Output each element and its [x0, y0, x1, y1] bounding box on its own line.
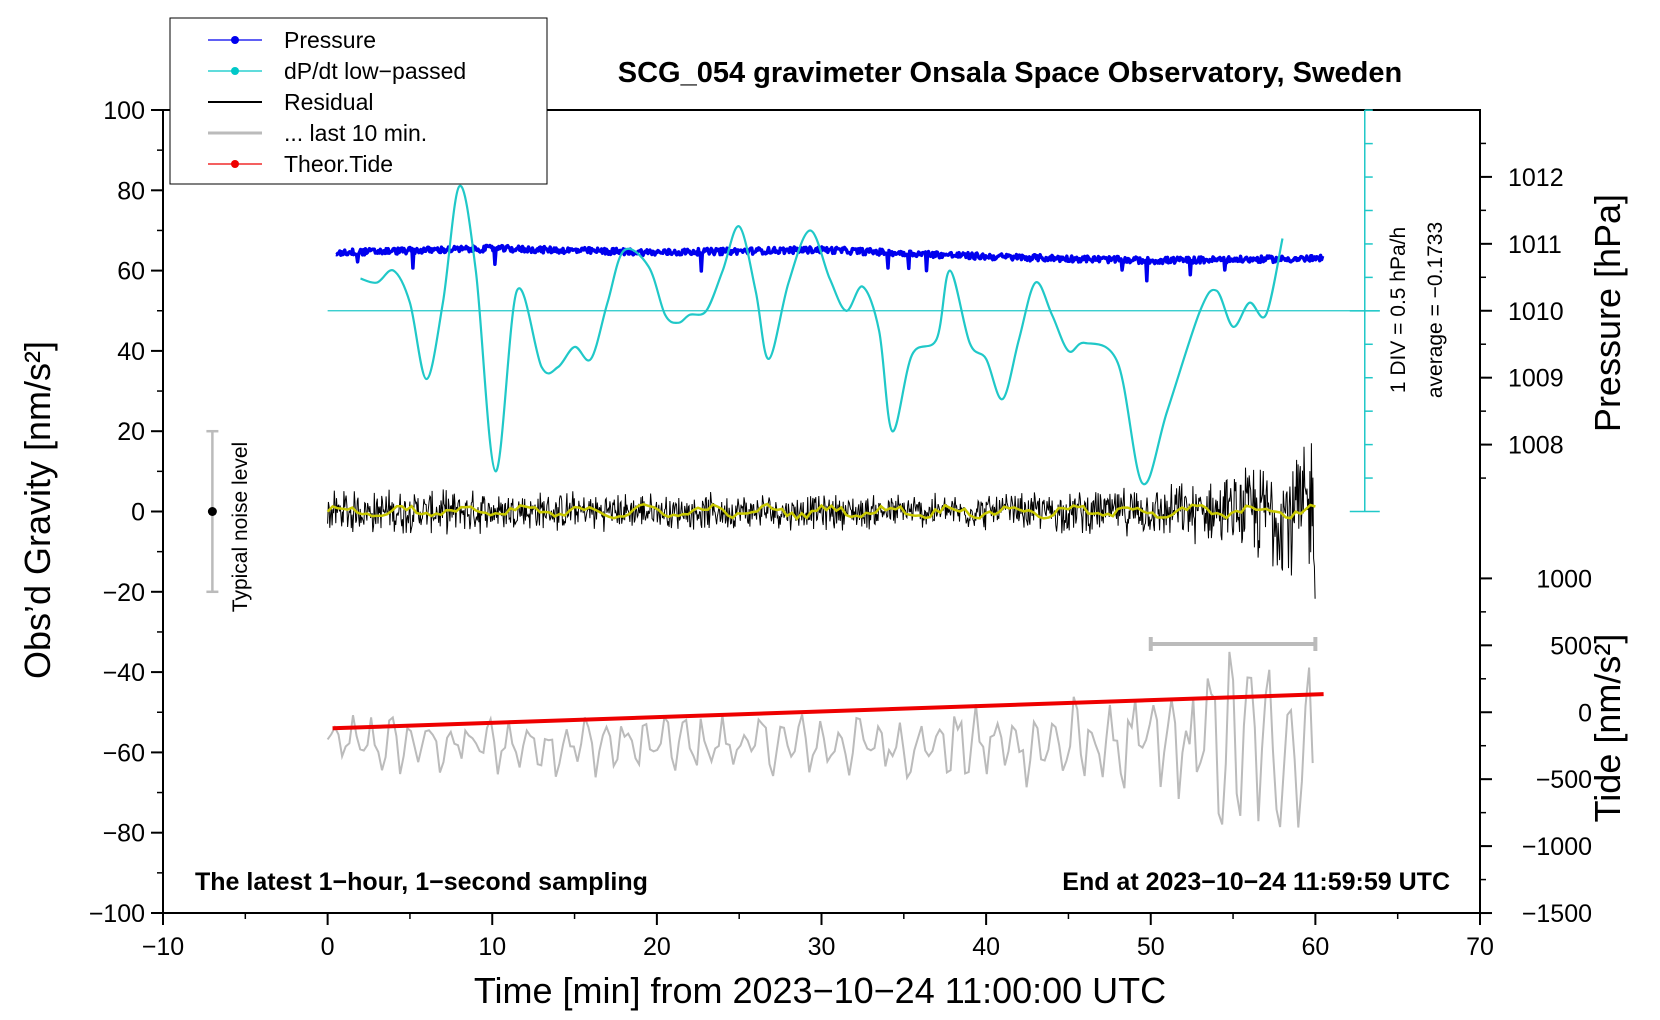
y-axis-label-pressure: Pressure [hPa] — [1587, 194, 1628, 432]
y-tick-label: 100 — [103, 97, 145, 125]
series-last10-line — [326, 651, 1314, 828]
legend-marker-dpdt — [231, 67, 239, 75]
tide-tick-label: −1500 — [1522, 900, 1592, 928]
legend-label-pressure: Pressure — [284, 27, 376, 53]
x-tick-label: 40 — [972, 933, 1000, 961]
legend: Pressure dP/dt low−passed Residual ... l… — [169, 17, 548, 185]
pressure-tick-label: 1012 — [1508, 164, 1564, 192]
x-tick-label: 20 — [643, 933, 671, 961]
x-tick-label: 60 — [1301, 933, 1329, 961]
y-tick-label: −60 — [103, 739, 145, 767]
y-tick-label: −20 — [103, 579, 145, 607]
series-residual-smoothed-line — [326, 502, 1316, 521]
tide-tick-label: 500 — [1550, 632, 1592, 660]
tide-tick-label: 0 — [1578, 699, 1592, 727]
y-tick-label: 0 — [131, 499, 145, 527]
y-tick-label: 40 — [117, 338, 145, 366]
series-pressure-line — [335, 243, 1325, 283]
pressure-tick-label: 1011 — [1508, 231, 1562, 259]
dpdt-div-label: 1 DIV = 0.5 hPa/h — [1387, 227, 1410, 393]
y-tick-label: 80 — [117, 177, 145, 205]
dpdt-average-label: average = −0.1733 — [1424, 222, 1447, 398]
x-tick-label: −10 — [142, 933, 184, 961]
x-tick-label: 30 — [808, 933, 836, 961]
footnote-right: End at 2023−10−24 11:59:59 UTC — [1062, 868, 1450, 896]
noise-bar-center-dot — [207, 507, 217, 516]
tide-tick-label: −500 — [1536, 766, 1592, 794]
y-tick-label: −100 — [89, 900, 145, 928]
legend-marker-pressure — [231, 36, 239, 44]
y-tick-label: −80 — [103, 820, 145, 848]
legend-label-residual: Residual — [284, 89, 374, 115]
chart-title: SCG_054 gravimeter Onsala Space Observat… — [618, 57, 1402, 89]
tide-tick-label: −1000 — [1522, 833, 1592, 861]
legend-item-residual: Residual — [208, 89, 374, 115]
series-residual-line — [327, 443, 1316, 599]
x-tick-label: 70 — [1466, 933, 1494, 961]
x-tick-label: 50 — [1137, 933, 1165, 961]
pressure-tick-label: 1010 — [1508, 298, 1564, 326]
legend-item-tide: Theor.Tide — [208, 151, 393, 177]
y-tick-label: −40 — [103, 659, 145, 687]
legend-item-dpdt: dP/dt low−passed — [208, 58, 466, 84]
legend-label-last10: ... last 10 min. — [284, 120, 427, 146]
legend-item-last10: ... last 10 min. — [208, 120, 427, 146]
pressure-tick-label: 1009 — [1508, 365, 1564, 393]
legend-marker-tide — [231, 160, 239, 168]
noise-level-label: Typical noise level — [229, 442, 252, 612]
y-axis-label-left: Obs’d Gravity [nm/s²] — [17, 341, 58, 679]
series-tide-line — [332, 692, 1324, 731]
pressure-tick-label: 1008 — [1508, 432, 1564, 460]
footnote-left: The latest 1−hour, 1−second sampling — [195, 868, 648, 896]
x-tick-label: 10 — [478, 933, 506, 961]
y-tick-label: 60 — [117, 258, 145, 286]
y-axis-label-tide: Tide [nm/s²] — [1587, 634, 1628, 823]
x-tick-label: 0 — [321, 933, 335, 961]
legend-label-dpdt: dP/dt low−passed — [284, 58, 466, 84]
y-tick-label: 20 — [117, 418, 145, 446]
x-axis-label: Time [min] from 2023−10−24 11:00:00 UTC — [474, 970, 1166, 1011]
series-dpdt-line — [360, 184, 1284, 486]
legend-label-tide: Theor.Tide — [284, 151, 393, 177]
legend-item-pressure: Pressure — [208, 27, 376, 53]
tide-tick-label: 1000 — [1536, 565, 1592, 593]
